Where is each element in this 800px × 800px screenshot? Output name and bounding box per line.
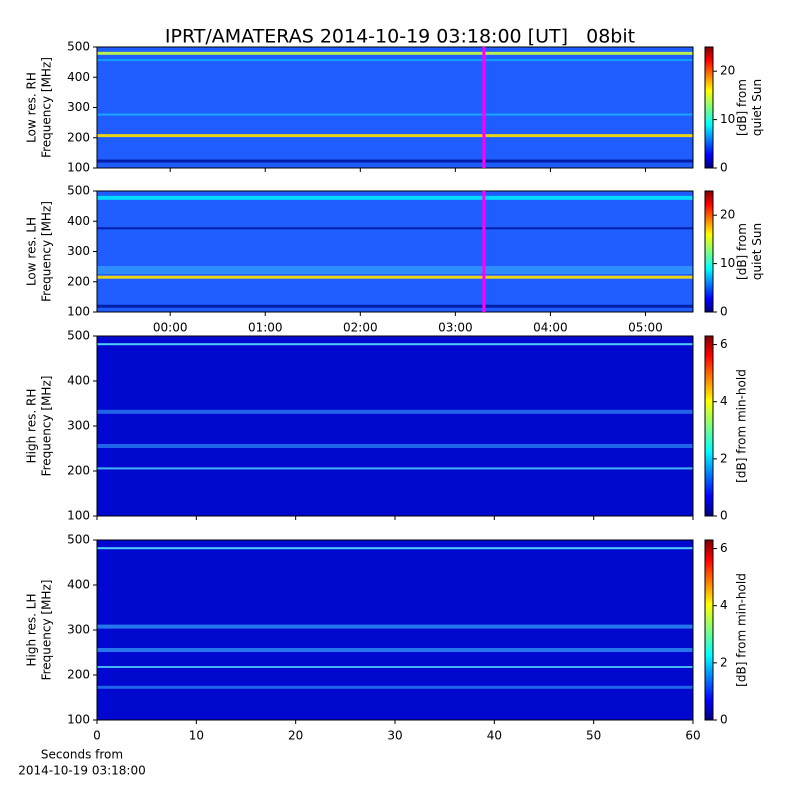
heatmap-band <box>97 648 693 652</box>
y-tick-label: 100 <box>67 305 90 319</box>
heatmap-band <box>97 134 693 138</box>
y-tick-label: 200 <box>67 464 90 478</box>
y-tick-label: 400 <box>67 214 90 228</box>
heatmap-band <box>97 409 693 414</box>
colorbar-tick-label: 2 <box>720 451 728 465</box>
y-axis-label: Low res. RH <box>25 72 39 143</box>
colorbar-tick-label: 20 <box>720 64 735 78</box>
colorbar-tick-label: 10 <box>720 112 735 126</box>
colorbar-label: quiet Sun <box>750 79 764 136</box>
colorbar <box>704 539 714 721</box>
colorbar <box>704 335 714 517</box>
heatmap-band <box>97 624 693 629</box>
colorbar-tick-label: 6 <box>720 337 728 351</box>
colorbar-label: [dB] from <box>735 79 749 136</box>
colorbar-tick-label: 6 <box>720 541 728 555</box>
x-tick-label: 00:00 <box>153 321 188 335</box>
colorbar <box>704 190 714 313</box>
colorbar-tick-label: 4 <box>720 598 728 612</box>
colorbar-tick-label: 0 <box>720 509 728 523</box>
y-tick-label: 300 <box>67 419 90 433</box>
colorbar <box>704 46 714 169</box>
y-axis-label: Low res. LH <box>25 217 39 286</box>
x-tick-label: 10 <box>189 729 204 743</box>
colorbar-tick-label: 0 <box>720 305 728 319</box>
colorbar-label: quiet Sun <box>750 223 764 280</box>
heatmap-band <box>97 227 693 230</box>
heatmap-background <box>97 191 693 312</box>
y-tick-label: 100 <box>67 713 90 727</box>
colorbar-tick-label: 2 <box>720 655 728 669</box>
colorbar-tick-label: 0 <box>720 713 728 727</box>
heatmap-band <box>97 266 693 275</box>
y-tick-label: 500 <box>67 40 90 54</box>
y-axis-label: Frequency [MHz] <box>40 580 54 681</box>
y-tick-label: 300 <box>67 623 90 637</box>
heatmap-band <box>97 666 693 668</box>
heatmap-band <box>97 685 693 689</box>
colorbar-tick-label: 10 <box>720 256 735 270</box>
y-tick-label: 300 <box>67 100 90 114</box>
heatmap-band <box>97 304 693 308</box>
heatmap-band <box>97 467 693 470</box>
y-tick-label: 500 <box>67 184 90 198</box>
colorbar-label: [dB] from min-hold <box>735 573 749 687</box>
heatmap-background <box>97 336 693 516</box>
x-tick-label: 03:00 <box>438 321 473 335</box>
x-tick-label: 60 <box>685 729 700 743</box>
y-tick-label: 500 <box>67 533 90 547</box>
heatmap-band <box>97 113 693 116</box>
heatmap-band <box>97 343 693 346</box>
y-axis-label: Frequency [MHz] <box>40 57 54 158</box>
x-tick-label: 50 <box>586 729 601 743</box>
heatmap-background <box>97 540 693 720</box>
x-tick-label: 20 <box>288 729 303 743</box>
x-tick-label: 0 <box>93 729 101 743</box>
colorbar-label: [dB] from <box>735 223 749 280</box>
y-tick-label: 100 <box>67 509 90 523</box>
heatmap-band <box>97 275 693 279</box>
y-axis-label: Frequency [MHz] <box>40 376 54 477</box>
heatmap-band <box>97 159 693 163</box>
chart-title: IPRT/AMATERAS 2014-10-19 03:18:00 [UT] 0… <box>165 26 635 48</box>
x-axis-label: 2014-10-19 03:18:00 <box>18 764 145 778</box>
y-tick-label: 200 <box>67 274 90 288</box>
colorbar-tick-label: 0 <box>720 161 728 175</box>
heatmap-band <box>97 51 693 55</box>
colorbar-label: [dB] from min-hold <box>735 369 749 483</box>
y-tick-label: 400 <box>67 578 90 592</box>
y-tick-label: 200 <box>67 668 90 682</box>
y-tick-label: 100 <box>67 161 90 175</box>
y-tick-label: 200 <box>67 130 90 144</box>
x-tick-label: 30 <box>387 729 402 743</box>
y-tick-label: 500 <box>67 329 90 343</box>
x-tick-label: 04:00 <box>533 321 568 335</box>
colorbar-tick-label: 20 <box>720 208 735 222</box>
x-tick-label: 02:00 <box>343 321 378 335</box>
heatmap-band <box>97 547 693 550</box>
heatmap-band <box>97 444 693 448</box>
y-axis-label: Frequency [MHz] <box>40 201 54 302</box>
y-tick-label: 400 <box>67 374 90 388</box>
heatmap-band <box>97 195 693 200</box>
x-tick-label: 40 <box>487 729 502 743</box>
heatmap-background <box>97 47 693 168</box>
x-axis-label: Seconds from <box>41 748 123 762</box>
colorbar-tick-label: 4 <box>720 394 728 408</box>
y-axis-label: High res. RH <box>25 389 39 464</box>
x-tick-label: 05:00 <box>628 321 663 335</box>
y-tick-label: 400 <box>67 70 90 84</box>
x-tick-label: 01:00 <box>248 321 283 335</box>
y-axis-label: High res. LH <box>25 593 39 666</box>
heatmap-band <box>97 59 693 62</box>
y-tick-label: 300 <box>67 244 90 258</box>
